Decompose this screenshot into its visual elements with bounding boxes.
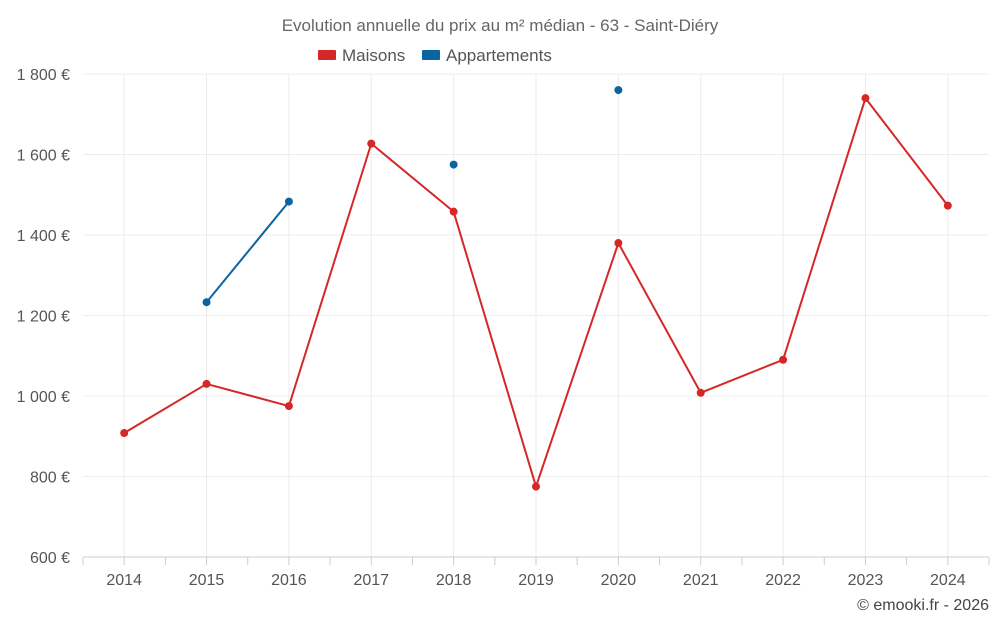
data-point-maisons[interactable] bbox=[861, 94, 870, 103]
series-line-appartements bbox=[205, 200, 290, 303]
x-tick-label: 2024 bbox=[930, 572, 966, 589]
x-axis: 2014 2015 2016 2017 2018 2019 2020 2021 2022 2023… bbox=[82, 556, 990, 589]
x-tick-label: 2019 bbox=[518, 572, 554, 589]
data-point-maisons[interactable] bbox=[532, 482, 540, 491]
y-tick-label: 1 200 € bbox=[17, 309, 70, 326]
y-tick-label: 1 400 € bbox=[17, 228, 70, 245]
chart-title: Evolution annuelle du prix au m² médian … bbox=[282, 16, 719, 35]
data-point-maisons[interactable] bbox=[779, 355, 788, 364]
x-tick-label: 2015 bbox=[189, 572, 225, 589]
data-point-appartements[interactable] bbox=[449, 160, 458, 169]
y-tick-label: 1 000 € bbox=[17, 389, 70, 406]
data-point-appartements[interactable] bbox=[614, 86, 623, 95]
credit-text: © emooki.fr - 2026 bbox=[857, 597, 989, 614]
y-tick-label: 800 € bbox=[30, 470, 70, 487]
x-tick-label: 2016 bbox=[271, 572, 307, 589]
legend-label: Maisons bbox=[342, 46, 405, 65]
x-tick-label: 2021 bbox=[683, 572, 719, 589]
data-point-maisons[interactable] bbox=[120, 429, 129, 438]
legend-item-maisons[interactable]: Maisons bbox=[318, 46, 405, 65]
data-point-maisons[interactable] bbox=[943, 201, 952, 210]
y-axis: 600 € 800 € 1 000 € 1 200 € 1 400 € 1 600 € 1 … bbox=[17, 67, 70, 567]
data-point-maisons[interactable] bbox=[284, 402, 293, 411]
grid bbox=[83, 73, 989, 558]
x-tick-label: 2017 bbox=[353, 572, 389, 589]
x-tick-label: 2018 bbox=[436, 572, 472, 589]
data-point-maisons[interactable] bbox=[696, 388, 705, 397]
legend-swatch bbox=[422, 50, 440, 60]
legend-label: Appartements bbox=[446, 46, 552, 65]
legend: Maisons Appartements bbox=[318, 46, 552, 65]
series-appartements bbox=[202, 86, 623, 307]
x-tick-label: 2022 bbox=[765, 572, 801, 589]
legend-swatch bbox=[318, 50, 336, 60]
data-point-maisons[interactable] bbox=[449, 207, 458, 216]
data-point-maisons[interactable] bbox=[614, 239, 623, 248]
series-maisons bbox=[120, 94, 952, 491]
y-tick-label: 1 600 € bbox=[17, 148, 70, 165]
data-point-maisons[interactable] bbox=[367, 139, 376, 148]
x-tick-label: 2020 bbox=[601, 572, 637, 589]
data-point-appartements[interactable] bbox=[202, 298, 211, 307]
y-tick-label: 1 800 € bbox=[17, 67, 70, 84]
legend-item-appartements[interactable]: Appartements bbox=[422, 46, 552, 65]
x-tick-label: 2014 bbox=[106, 572, 142, 589]
data-point-appartements[interactable] bbox=[284, 197, 293, 206]
series-layer bbox=[120, 86, 952, 491]
y-tick-label: 600 € bbox=[30, 550, 70, 567]
data-point-maisons[interactable] bbox=[202, 379, 211, 388]
x-tick-label: 2023 bbox=[848, 572, 884, 589]
